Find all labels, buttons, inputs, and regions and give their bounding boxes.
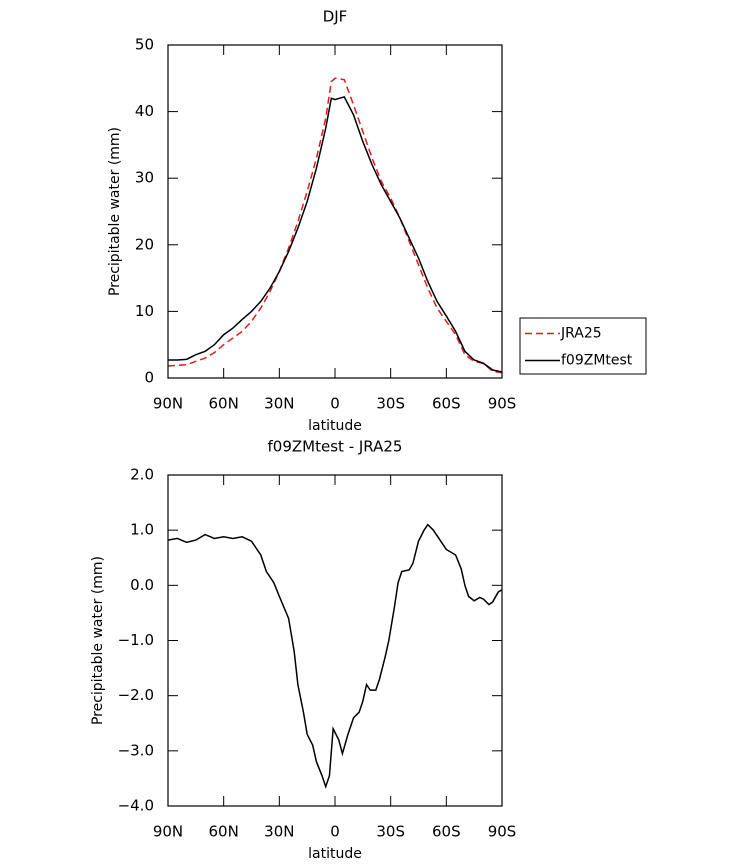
y-tick-label: −2.0 xyxy=(118,686,154,704)
y-tick-label: 2.0 xyxy=(130,466,154,484)
x-tick-label: 90N xyxy=(153,395,183,413)
y-tick-label: 50 xyxy=(135,36,154,54)
x-tick-label: 90S xyxy=(488,823,517,841)
y-axis-label: Precipitable water (mm) xyxy=(90,556,106,725)
x-tick-label: 30N xyxy=(264,823,294,841)
x-tick-label: 60N xyxy=(209,395,239,413)
x-tick-label: 60S xyxy=(432,395,461,413)
y-tick-label: 30 xyxy=(135,169,154,187)
y-tick-label: 10 xyxy=(135,302,154,320)
y-tick-label: −4.0 xyxy=(118,797,154,815)
x-tick-label: 90S xyxy=(488,395,517,413)
y-axis-label: Precipitable water (mm) xyxy=(107,127,123,296)
legend-box xyxy=(519,317,647,375)
x-tick-label: 60S xyxy=(432,823,461,841)
x-tick-label: 0 xyxy=(330,395,340,413)
x-tick-label: 30S xyxy=(376,823,405,841)
y-tick-label: 20 xyxy=(135,235,154,253)
plot-frame xyxy=(167,474,503,807)
x-tick-label: 90N xyxy=(153,823,183,841)
x-axis-label: latitude xyxy=(308,846,362,862)
y-tick-label: 0 xyxy=(144,369,154,387)
x-tick-label: 30N xyxy=(264,395,294,413)
x-tick-label: 60N xyxy=(209,823,239,841)
legend-label: f09ZMtest xyxy=(561,353,633,369)
x-axis-label: latitude xyxy=(308,418,362,434)
y-tick-label: −3.0 xyxy=(118,741,154,759)
y-tick-label: 1.0 xyxy=(130,521,154,539)
legend-label: JRA25 xyxy=(560,326,602,342)
plot-frame xyxy=(167,44,503,379)
chart-title: DJF xyxy=(323,8,348,26)
y-tick-label: 40 xyxy=(135,102,154,120)
data-line xyxy=(167,77,503,374)
y-tick-label: 0.0 xyxy=(130,576,154,594)
x-tick-label: 0 xyxy=(330,823,340,841)
x-tick-label: 30S xyxy=(376,395,405,413)
data-line xyxy=(167,523,503,790)
data-line xyxy=(168,96,503,373)
y-tick-label: −1.0 xyxy=(118,631,154,649)
chart-title: f09ZMtest - JRA25 xyxy=(268,438,403,456)
